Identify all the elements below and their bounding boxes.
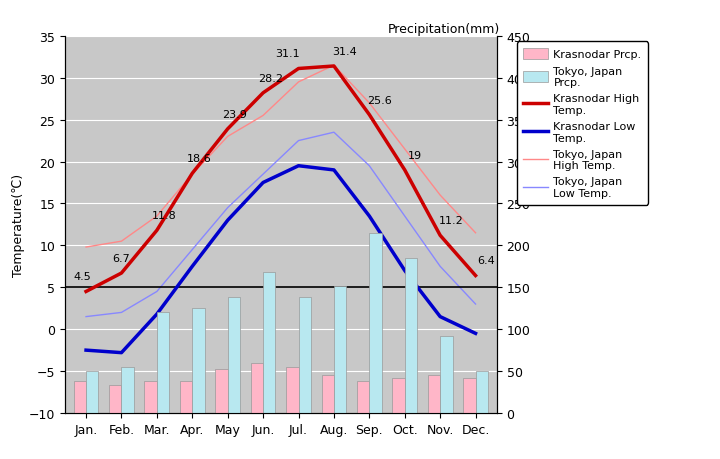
Text: 23.9: 23.9 bbox=[222, 110, 247, 119]
Bar bbox=[475, 371, 488, 413]
Bar bbox=[369, 233, 382, 413]
Legend: Krasnodar Prcp., Tokyo, Japan
Prcp., Krasnodar High
Temp., Krasnodar Low
Temp., : Krasnodar Prcp., Tokyo, Japan Prcp., Kra… bbox=[517, 42, 648, 205]
Bar bbox=[428, 375, 440, 413]
Bar bbox=[86, 371, 99, 413]
Text: 6.4: 6.4 bbox=[477, 256, 495, 266]
Y-axis label: Temperature(℃): Temperature(℃) bbox=[12, 174, 24, 276]
Text: 19: 19 bbox=[408, 151, 423, 161]
Text: 31.4: 31.4 bbox=[332, 47, 357, 57]
Bar bbox=[180, 381, 192, 413]
Bar bbox=[251, 363, 263, 413]
Bar bbox=[405, 258, 417, 413]
Bar bbox=[392, 378, 405, 413]
Bar bbox=[299, 298, 311, 413]
Bar bbox=[322, 375, 334, 413]
Bar bbox=[228, 298, 240, 413]
Bar bbox=[286, 367, 299, 413]
Text: 6.7: 6.7 bbox=[112, 253, 130, 263]
Bar bbox=[357, 381, 369, 413]
Bar bbox=[263, 273, 276, 413]
Bar bbox=[192, 308, 204, 413]
Text: 28.2: 28.2 bbox=[258, 73, 283, 84]
Bar bbox=[157, 313, 169, 413]
Bar bbox=[463, 378, 475, 413]
Bar bbox=[440, 336, 453, 413]
Bar bbox=[215, 369, 228, 413]
Text: 25.6: 25.6 bbox=[368, 95, 392, 105]
Text: 11.2: 11.2 bbox=[438, 216, 463, 226]
Bar bbox=[73, 381, 86, 413]
Text: 4.5: 4.5 bbox=[73, 272, 91, 282]
Bar bbox=[334, 286, 346, 413]
Text: 11.8: 11.8 bbox=[152, 211, 176, 221]
Bar bbox=[122, 367, 134, 413]
Text: Precipitation(mm): Precipitation(mm) bbox=[388, 23, 500, 36]
Text: 18.6: 18.6 bbox=[187, 154, 212, 164]
Bar bbox=[109, 385, 122, 413]
Bar bbox=[145, 381, 157, 413]
Text: 31.1: 31.1 bbox=[276, 49, 300, 59]
